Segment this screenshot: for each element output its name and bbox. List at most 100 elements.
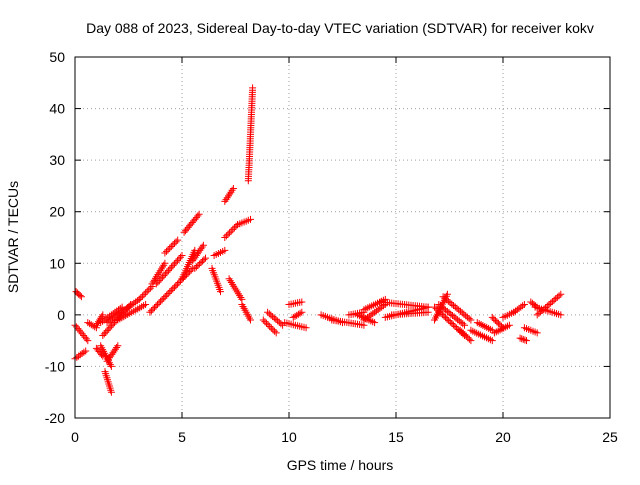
data-point — [467, 337, 475, 345]
data-point — [458, 309, 466, 317]
data-point — [82, 335, 90, 343]
data-point — [438, 311, 446, 319]
data-point — [76, 351, 84, 359]
y-tick-label: 30 — [49, 152, 65, 168]
data-point — [443, 315, 451, 323]
data-point — [259, 316, 267, 324]
data-point — [490, 315, 498, 323]
data-point — [442, 314, 450, 322]
y-tick-label: 20 — [49, 204, 65, 220]
data-point — [440, 312, 448, 320]
data-point — [369, 310, 377, 318]
y-tick-label: 40 — [49, 101, 65, 117]
data-point — [431, 303, 438, 311]
data-point — [164, 290, 172, 297]
data-point — [161, 259, 169, 267]
data-point — [157, 297, 165, 305]
data-point — [550, 296, 558, 304]
data-point — [163, 247, 170, 255]
data-point — [123, 304, 131, 312]
x-tick-label: 0 — [71, 429, 79, 445]
data-point — [198, 243, 206, 251]
data-point — [449, 321, 457, 329]
x-tick-label: 15 — [388, 429, 404, 445]
data-point — [272, 329, 280, 337]
data-point — [459, 320, 467, 328]
data-point — [437, 309, 445, 317]
chart-title: Day 088 of 2023, Sidereal Day-to-day VTE… — [86, 20, 594, 36]
data-point — [465, 335, 473, 343]
data-point — [172, 258, 180, 266]
data-point — [164, 267, 172, 275]
data-point — [451, 323, 459, 330]
data-point — [140, 291, 148, 299]
data-point — [229, 225, 237, 233]
data-point — [77, 328, 85, 336]
data-point — [178, 252, 186, 259]
data-point — [267, 324, 275, 332]
data-point — [455, 306, 463, 314]
data-point — [460, 310, 468, 318]
data-point — [224, 230, 232, 238]
data-point — [225, 275, 233, 283]
data-point — [459, 329, 467, 337]
data-point — [521, 336, 529, 344]
data-point — [199, 257, 206, 265]
y-tick-label: 0 — [57, 307, 65, 323]
data-point — [298, 308, 306, 316]
x-axis-label: GPS time / hours — [287, 457, 394, 473]
data-point — [222, 232, 230, 240]
data-point — [99, 332, 107, 339]
data-point — [461, 321, 468, 329]
data-point — [453, 304, 461, 312]
data-point — [229, 185, 237, 192]
data-point — [137, 294, 145, 302]
data-point — [113, 344, 121, 351]
data-point — [458, 328, 466, 336]
y-tick-label: 50 — [49, 49, 65, 65]
data-point — [158, 273, 166, 281]
data-point — [450, 302, 457, 309]
data-point — [221, 197, 229, 205]
data-point — [154, 278, 162, 286]
data-point — [154, 301, 161, 308]
data-point — [461, 331, 469, 339]
data-point — [227, 227, 235, 235]
data-point — [170, 283, 178, 291]
data-point — [543, 302, 551, 310]
data-point — [537, 308, 545, 316]
data-point — [517, 303, 525, 311]
data-point — [174, 257, 181, 265]
data-point — [453, 324, 461, 332]
data-point — [457, 307, 464, 315]
data-point — [518, 335, 526, 343]
data-point — [72, 323, 80, 331]
data-point — [360, 316, 368, 324]
data-point — [100, 330, 108, 338]
data-point — [277, 320, 285, 328]
data-point — [145, 286, 153, 294]
data-point — [302, 324, 310, 332]
data-point — [557, 290, 565, 298]
data-point — [146, 308, 154, 316]
data-point — [202, 254, 209, 262]
data-point — [462, 332, 470, 340]
data-point — [296, 309, 304, 317]
y-axis-label: SDTVAR / TECUs — [5, 181, 21, 293]
data-point — [133, 297, 141, 305]
data-point — [175, 255, 183, 263]
data-point — [444, 297, 452, 305]
data-point — [175, 279, 183, 286]
data-point — [194, 212, 202, 220]
data-point — [443, 290, 451, 298]
y-tick-label: 10 — [49, 255, 65, 271]
data-point — [491, 316, 499, 324]
data-point — [108, 322, 116, 330]
data-point — [451, 303, 459, 311]
data-point — [186, 268, 194, 276]
data-point — [125, 303, 132, 311]
data-point — [161, 293, 169, 301]
data-point — [533, 329, 541, 337]
data-point — [247, 316, 254, 324]
